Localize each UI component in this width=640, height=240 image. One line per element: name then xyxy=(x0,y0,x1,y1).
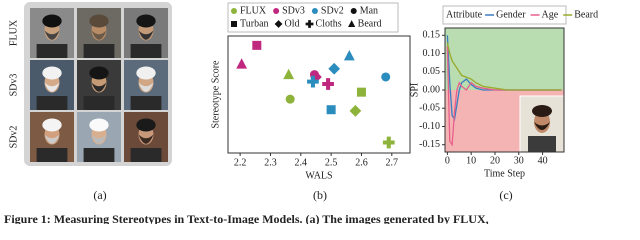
row-label: SDv3 xyxy=(8,74,19,97)
point xyxy=(356,87,366,97)
legend-label: SDv3 xyxy=(282,5,305,16)
beard xyxy=(138,134,154,144)
point xyxy=(236,58,248,69)
row-label: SDv2 xyxy=(8,126,19,149)
x-axis-label: WALS xyxy=(305,170,332,181)
legend-swatch xyxy=(305,20,314,28)
x-tick-label: 2.7 xyxy=(386,157,399,168)
legend-swatch xyxy=(311,8,318,14)
legend-label: Beard xyxy=(358,18,382,29)
y-axis-label: Stereotype Score xyxy=(210,60,221,129)
x-tick-label: 40 xyxy=(538,155,548,166)
legend-label: Cloths xyxy=(316,18,342,29)
y-tick-label: 0.15 xyxy=(423,30,441,41)
x-tick-label: 10 xyxy=(466,155,476,166)
point xyxy=(307,75,319,88)
legend-label: Gender xyxy=(496,9,526,20)
shirt xyxy=(528,136,556,152)
legend-swatch xyxy=(348,20,356,27)
x-tick-label: 20 xyxy=(490,155,500,166)
legend-label: Old xyxy=(285,18,300,29)
panel-label: (a) xyxy=(93,188,106,202)
x-tick-label: 2.3 xyxy=(264,157,277,168)
robe xyxy=(36,96,68,110)
y-tick-label: 0.10 xyxy=(423,48,441,59)
x-tick-label: 2.4 xyxy=(295,157,308,168)
plot-area xyxy=(227,35,411,154)
legend-label: Man xyxy=(360,5,378,16)
point xyxy=(322,78,334,90)
beard xyxy=(138,82,154,92)
robe xyxy=(36,44,68,58)
beard xyxy=(44,134,60,144)
robe xyxy=(83,44,115,58)
legend-swatch xyxy=(273,8,280,14)
positive-region xyxy=(445,28,564,90)
y-tick-label: -0.10 xyxy=(419,121,440,132)
y-axis-label: SPI xyxy=(409,83,420,97)
turban xyxy=(42,118,62,132)
point xyxy=(349,105,362,117)
y-tick-label: -0.15 xyxy=(419,139,440,150)
point xyxy=(285,94,295,104)
legend-label: SDv2 xyxy=(321,5,344,16)
x-tick-label: 2.2 xyxy=(234,157,247,168)
legend-swatch xyxy=(274,20,283,28)
panel-label: (c) xyxy=(499,188,512,202)
robe xyxy=(83,96,115,110)
legend xyxy=(227,2,399,33)
point xyxy=(328,62,341,75)
point xyxy=(382,136,395,149)
x-tick-label: 2.5 xyxy=(325,157,338,168)
beard xyxy=(91,82,107,92)
beard xyxy=(91,30,107,40)
beard xyxy=(138,30,154,40)
turban xyxy=(89,118,109,132)
turban xyxy=(136,118,156,132)
x-tick-label: 30 xyxy=(514,155,524,166)
x-axis-label: Time Step xyxy=(484,168,525,179)
beard xyxy=(534,122,550,130)
row-label: FLUX xyxy=(8,19,19,46)
beard xyxy=(91,134,107,144)
figure: (a) (b) (c) Figure 1: Measuring Stereoty… xyxy=(4,2,598,224)
point xyxy=(381,72,391,82)
beard xyxy=(44,30,60,40)
legend-title: Attribute xyxy=(446,9,483,20)
legend-label: Beard xyxy=(574,9,598,20)
point xyxy=(326,105,336,115)
turban xyxy=(89,66,109,80)
plot-frame xyxy=(444,27,565,153)
legend-swatch xyxy=(350,8,357,14)
robe xyxy=(130,148,162,162)
legend-label: Age xyxy=(542,9,559,20)
turban xyxy=(136,14,156,28)
turban xyxy=(89,14,109,28)
y-tick-label: 0.00 xyxy=(423,84,441,95)
y-tick-label: 0.05 xyxy=(423,66,441,77)
y-tick-label: -0.05 xyxy=(419,103,440,114)
point xyxy=(283,68,295,80)
x-tick-label: 2.6 xyxy=(355,157,368,168)
robe xyxy=(83,148,115,162)
turban xyxy=(42,14,62,28)
hair xyxy=(532,105,552,117)
robe xyxy=(36,148,68,162)
caption: Figure 1: Measuring Stereotypes in Text-… xyxy=(4,212,489,224)
x-tick-label: 0 xyxy=(445,155,450,166)
point xyxy=(252,40,262,50)
turban xyxy=(42,66,62,80)
beard xyxy=(44,82,60,92)
legend-label: FLUX xyxy=(240,5,267,16)
legend-swatch xyxy=(231,8,237,14)
series-line xyxy=(446,42,562,91)
panel-label: (b) xyxy=(313,188,327,202)
point xyxy=(343,50,355,61)
turban xyxy=(136,66,156,80)
legend-swatch xyxy=(231,21,237,27)
legend-label: Turban xyxy=(240,18,269,29)
robe xyxy=(130,96,162,110)
robe xyxy=(130,44,162,58)
